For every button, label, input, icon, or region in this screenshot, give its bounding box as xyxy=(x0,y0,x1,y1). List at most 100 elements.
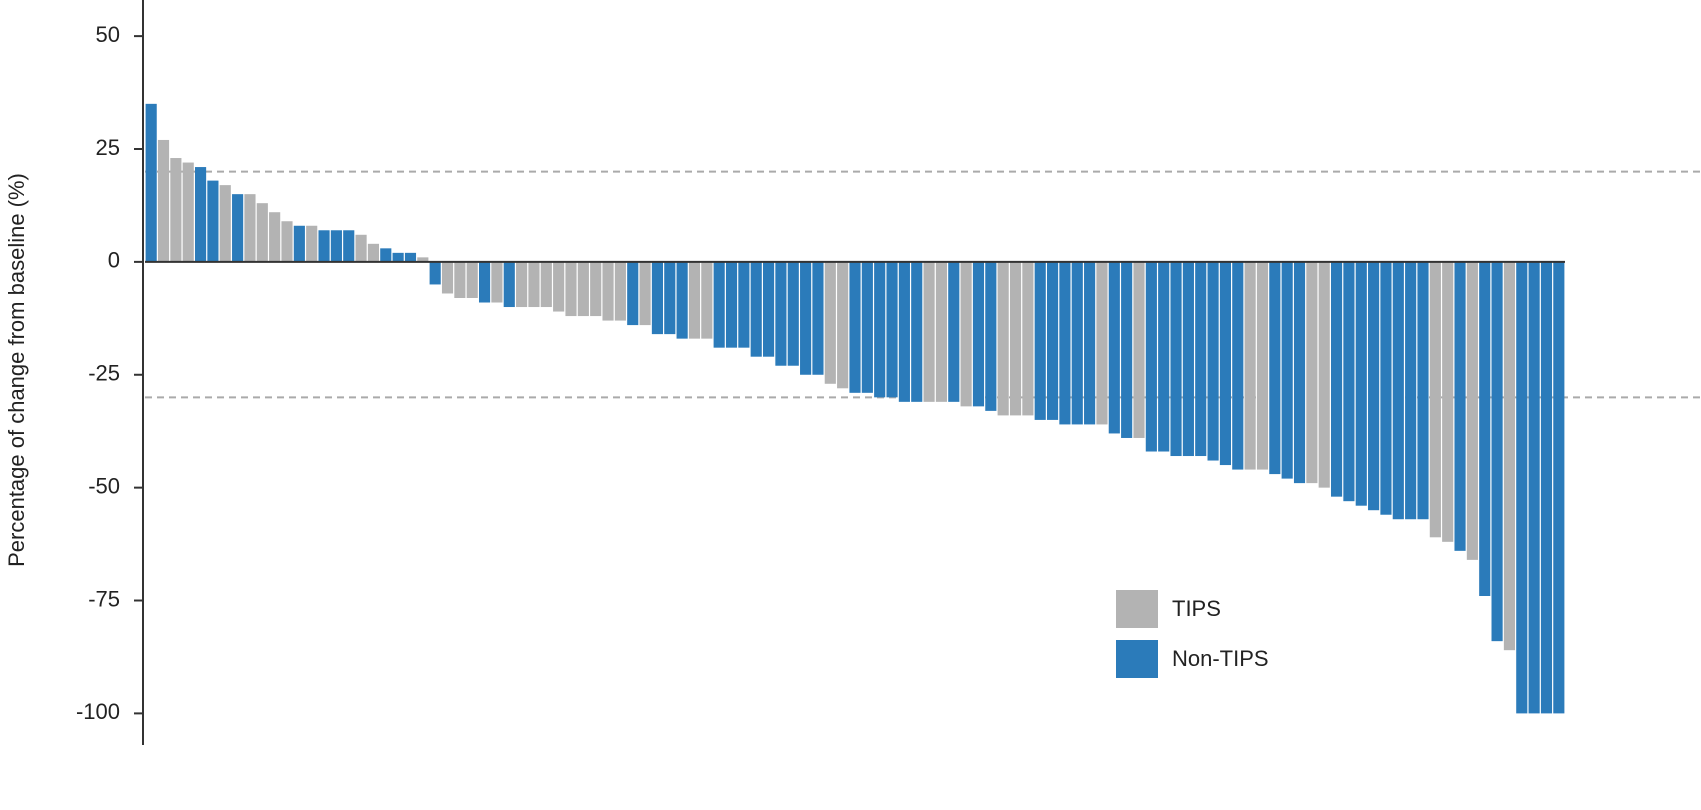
bar xyxy=(886,261,898,398)
bar xyxy=(701,261,713,339)
bar xyxy=(528,261,540,308)
bar xyxy=(713,261,725,348)
y-tick-label: -25 xyxy=(88,361,120,386)
bar xyxy=(281,221,293,262)
bar xyxy=(1071,261,1083,425)
bar xyxy=(367,243,380,262)
bar xyxy=(306,225,318,262)
y-tick-label: -50 xyxy=(88,473,120,498)
bar xyxy=(861,261,873,393)
y-tick-label: 0 xyxy=(108,248,120,273)
bar xyxy=(997,261,1009,416)
bar xyxy=(590,261,602,317)
bar xyxy=(849,261,861,393)
bar xyxy=(985,261,997,411)
bar xyxy=(478,261,491,303)
bar xyxy=(1281,261,1293,479)
bar xyxy=(676,261,688,339)
bar xyxy=(1466,261,1478,560)
legend-label: TIPS xyxy=(1172,596,1221,621)
bar xyxy=(874,261,886,398)
bar xyxy=(1046,261,1059,420)
bar xyxy=(1195,261,1207,457)
bar xyxy=(1269,261,1281,475)
bar xyxy=(688,261,701,339)
bar xyxy=(762,261,775,357)
bar xyxy=(738,261,750,348)
y-tick-label: -100 xyxy=(76,699,120,724)
bar xyxy=(898,261,910,402)
bar xyxy=(639,261,651,326)
bar xyxy=(429,261,441,285)
bar xyxy=(1553,261,1565,714)
bar xyxy=(441,261,454,294)
bar xyxy=(824,261,836,384)
bar xyxy=(837,261,849,389)
bar xyxy=(1096,261,1108,425)
bar xyxy=(1429,261,1441,538)
bar xyxy=(380,248,392,262)
bar xyxy=(207,180,219,262)
bar xyxy=(911,261,923,402)
bar xyxy=(1244,261,1256,470)
bar xyxy=(935,261,948,402)
bar xyxy=(1293,261,1306,484)
bar xyxy=(750,261,762,357)
bar xyxy=(404,252,417,262)
bar xyxy=(516,261,528,308)
bar xyxy=(1528,261,1540,714)
bar xyxy=(1540,261,1553,714)
bar xyxy=(256,203,268,262)
y-tick-label: 25 xyxy=(96,135,120,160)
bar xyxy=(182,162,194,262)
bar xyxy=(787,261,799,366)
bar xyxy=(1232,261,1244,470)
bar xyxy=(330,230,342,262)
bar xyxy=(1491,261,1503,642)
bar xyxy=(170,158,182,262)
bar xyxy=(1405,261,1417,520)
bar xyxy=(1182,261,1194,457)
bar xyxy=(194,167,207,262)
bar xyxy=(1442,261,1454,542)
bar xyxy=(157,139,170,262)
bar xyxy=(812,261,824,375)
bar xyxy=(1503,261,1516,651)
bar xyxy=(540,261,552,308)
bar xyxy=(1108,261,1120,434)
bar xyxy=(491,261,503,303)
bar xyxy=(269,212,281,262)
bar xyxy=(1392,261,1404,520)
bar xyxy=(972,261,985,407)
bar xyxy=(651,261,664,335)
bar xyxy=(232,194,244,262)
bar xyxy=(1133,261,1145,438)
bar xyxy=(466,261,478,298)
bar xyxy=(1121,261,1133,438)
bar xyxy=(1256,261,1269,470)
bar xyxy=(800,261,812,375)
bar xyxy=(417,257,429,262)
bar xyxy=(775,261,787,366)
bar xyxy=(1380,261,1392,515)
bar xyxy=(1170,261,1182,457)
bar xyxy=(219,185,231,262)
bar xyxy=(1516,261,1528,714)
bar xyxy=(565,261,577,317)
bar xyxy=(602,261,614,321)
bar xyxy=(960,261,972,407)
bar xyxy=(145,103,157,262)
bar xyxy=(614,261,626,321)
bar xyxy=(1330,261,1343,497)
y-tick-label: -75 xyxy=(88,586,120,611)
bar xyxy=(293,225,305,262)
bar xyxy=(1158,261,1170,452)
bar xyxy=(1207,261,1219,461)
bar xyxy=(725,261,738,348)
bar xyxy=(1454,261,1466,551)
bar xyxy=(923,261,935,402)
legend-swatch xyxy=(1116,640,1158,678)
bar xyxy=(577,261,589,317)
